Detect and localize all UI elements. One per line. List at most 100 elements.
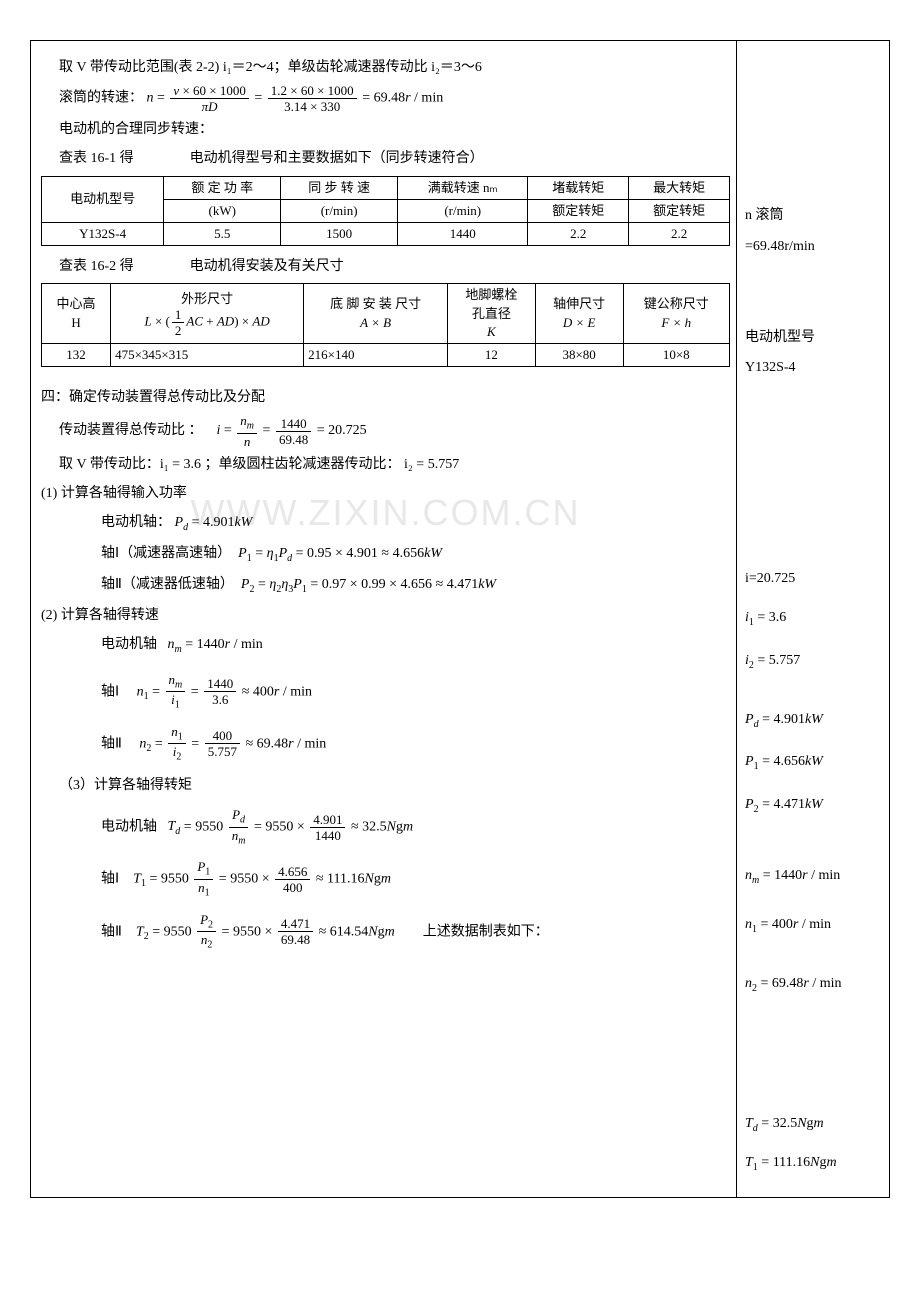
t: 中心高 xyxy=(57,296,96,311)
label: 轴Ⅰ xyxy=(101,872,119,887)
main-column: 取 V 带传动比范围(表 2-2) i₁＝2～4；单级齿轮减速器传动比 i₂＝3… xyxy=(31,41,737,1197)
th: 键公称尺寸F × h xyxy=(623,284,730,344)
total-ratio: 传动装置得总传动比 ： i = nmn = 144069.48 = 20.725 xyxy=(41,414,730,448)
heading: (1) 计算各轴得输入功率 xyxy=(41,486,187,501)
subsection-3: （3）计算各轴得转矩 xyxy=(41,773,730,798)
table-row: 电动机型号 额 定 功 率 同 步 转 速 满载转速 nₘ 堵载转矩 最大转矩 xyxy=(42,176,730,199)
table-row: Y132S-4 5.5 1500 1440 2.2 2.2 xyxy=(42,222,730,245)
side-Pd: Pd = 4.901kW xyxy=(745,705,885,736)
th-sync-u: (r/min) xyxy=(281,199,398,222)
side-i1: i1 = 3.6 xyxy=(745,603,885,634)
para-vbelt-range: 取 V 带传动比范围(表 2-2) i₁＝2～4；单级齿轮减速器传动比 i₂＝3… xyxy=(41,55,730,80)
T1-line: 轴Ⅰ T1 = 9550 P1n1 = 9550 × 4.656400 ≈ 11… xyxy=(41,860,730,898)
side-nm: nm = 1440r / min xyxy=(745,861,885,892)
n2-line: 轴Ⅱ n2 = n1i2 = 4005.757 ≈ 69.48r / min xyxy=(41,725,730,763)
T2-line: 轴Ⅱ T2 = 9550 P2n2 = 9550 × 4.47169.48 ≈ … xyxy=(41,913,730,951)
label: 电动机轴 xyxy=(101,819,157,834)
th-stall: 堵载转矩 xyxy=(528,176,629,199)
t: H xyxy=(71,315,80,330)
label: 传动装置得总传动比 ： xyxy=(59,423,203,438)
th-model: 电动机型号 xyxy=(42,176,164,222)
cell: 38×80 xyxy=(535,343,623,366)
side-Td: Td = 32.5Ngm xyxy=(745,1109,885,1140)
side-P2: P2 = 4.471kW xyxy=(745,790,885,821)
para-table16-2: 查表 16-2 得 电动机得安装及有关尺寸 xyxy=(41,254,730,279)
frac: 1.2 × 60 × 10003.14 × 330 xyxy=(268,84,357,113)
P2-line: 轴Ⅱ（减速器低速轴） P2 = η2η3P1 = 0.97 × 0.99 × 4… xyxy=(41,572,730,599)
Td-line: 电动机轴 Td = 9550 Pdnm = 9550 × 4.9011440 ≈… xyxy=(41,808,730,846)
t: n 滚筒 xyxy=(745,208,784,223)
t: 孔直径 xyxy=(472,306,511,321)
P1-line: 轴Ⅰ（减速器高速轴） P1 = η1Pd = 0.95 × 4.901 ≈ 4.… xyxy=(41,541,730,568)
para-sync-speed: 电动机的合理同步转速： xyxy=(41,117,730,142)
th: 外形尺寸 L × (12AC + AD) × AD xyxy=(111,284,304,344)
label: 轴Ⅰ（减速器高速轴） xyxy=(101,546,231,561)
cell: 2.2 xyxy=(629,222,730,245)
cell: 132 xyxy=(42,343,111,366)
cell: 216×140 xyxy=(304,343,448,366)
th-stall-u: 额定转矩 xyxy=(528,199,629,222)
side-i2: i2 = 5.757 xyxy=(745,646,885,677)
motor-spec-table: 电动机型号 额 定 功 率 同 步 转 速 满载转速 nₘ 堵载转矩 最大转矩 … xyxy=(41,176,730,247)
th: 底 脚 安 装 尺寸A × B xyxy=(304,284,448,344)
side-n-roller: n 滚筒 =69.48r/min xyxy=(745,201,885,263)
text: 取 V 带传动比范围(表 2-2) i₁＝2～4；单级齿轮减速器传动比 i₂＝3… xyxy=(59,60,482,75)
t: 电动机型号 xyxy=(745,330,815,345)
table-row: 中心高 H 外形尺寸 L × (12AC + AD) × AD 底 脚 安 装 尺… xyxy=(42,284,730,344)
label: 轴Ⅱ（减速器低速轴） xyxy=(101,577,234,592)
t: =69.48r/min xyxy=(745,239,815,254)
t: 地脚螺栓 xyxy=(465,287,517,302)
text: 取 V 带传动比：i₁ = 3.6 ；单级圆柱齿轮减速器传动比： i₂ = 5.… xyxy=(59,457,459,472)
subsection-2: (2) 计算各轴得转速 xyxy=(41,603,730,628)
t: Y132S-4 xyxy=(745,360,796,375)
cell: 1500 xyxy=(281,222,398,245)
t: 轴伸尺寸 xyxy=(553,296,605,311)
side-n2: n2 = 69.48r / min xyxy=(745,969,885,1000)
th: 轴伸尺寸D × E xyxy=(535,284,623,344)
label: 电动机轴： xyxy=(101,515,171,530)
side-n1: n1 = 400r / min xyxy=(745,910,885,941)
tail: 上述数据制表如下： xyxy=(423,924,549,939)
n1-line: 轴Ⅰ n1 = nmi1 = 14403.6 ≈ 400r / min xyxy=(41,673,730,711)
cell: 475×345×315 xyxy=(111,343,304,366)
heading: (2) 计算各轴得转速 xyxy=(41,608,159,623)
label: 轴Ⅰ xyxy=(101,684,119,699)
nm-line: 电动机轴 nm = 1440r / min xyxy=(41,632,730,659)
section-4-title: 四：确定传动装置得总传动比及分配 xyxy=(41,385,730,410)
label: 滚筒的转速： xyxy=(59,91,143,106)
table-row: 132 475×345×315 216×140 12 38×80 10×8 xyxy=(42,343,730,366)
side-T1: T1 = 111.16Ngm xyxy=(745,1148,885,1179)
label: 轴Ⅱ xyxy=(101,736,122,751)
ratio-assign: 取 V 带传动比：i₁ = 3.6 ；单级圆柱齿轮减速器传动比： i₂ = 5.… xyxy=(41,452,730,477)
cell: 12 xyxy=(448,343,536,366)
subsection-1: WWW.ZIXIN.COM.CN (1) 计算各轴得输入功率 xyxy=(41,481,730,506)
text: 电动机的合理同步转速： xyxy=(59,122,213,137)
th-power: 额 定 功 率 xyxy=(164,176,281,199)
label: 电动机轴 xyxy=(101,637,157,652)
para-roller-speed: 滚筒的转速： n = v × 60 × 1000πD = 1.2 × 60 × … xyxy=(41,84,730,113)
cell: 5.5 xyxy=(164,222,281,245)
text: 查表 16-1 得 电动机得型号和主要数据如下（同步转速符合） xyxy=(59,151,484,166)
text: 查表 16-2 得 电动机得安装及有关尺寸 xyxy=(59,259,344,274)
t: 底 脚 安 装 尺寸 xyxy=(330,296,421,311)
th-power-u: (kW) xyxy=(164,199,281,222)
th: 地脚螺栓孔直径K xyxy=(448,284,536,344)
t: 键公称尺寸 xyxy=(644,296,709,311)
th-full: 满载转速 nₘ xyxy=(398,176,528,199)
th: 中心高 H xyxy=(42,284,111,344)
th-max: 最大转矩 xyxy=(629,176,730,199)
side-i: i=20.725 xyxy=(745,564,885,595)
cell: 2.2 xyxy=(528,222,629,245)
th-sync: 同 步 转 速 xyxy=(281,176,398,199)
frac: v × 60 × 1000πD xyxy=(170,84,248,113)
para-table16-1: 查表 16-1 得 电动机得型号和主要数据如下（同步转速符合） xyxy=(41,146,730,171)
th-max-u: 额定转矩 xyxy=(629,199,730,222)
th-full-u: (r/min) xyxy=(398,199,528,222)
cell: Y132S-4 xyxy=(42,222,164,245)
side-column: n 滚筒 =69.48r/min 电动机型号 Y132S-4 i=20.725 … xyxy=(737,41,889,1197)
Pd-line: 电动机轴： Pd = 4.901kW xyxy=(41,510,730,537)
side-motor-model: 电动机型号 Y132S-4 xyxy=(745,323,885,385)
cell: 10×8 xyxy=(623,343,730,366)
cell: 1440 xyxy=(398,222,528,245)
motor-install-table: 中心高 H 外形尺寸 L × (12AC + AD) × AD 底 脚 安 装 尺… xyxy=(41,283,730,367)
